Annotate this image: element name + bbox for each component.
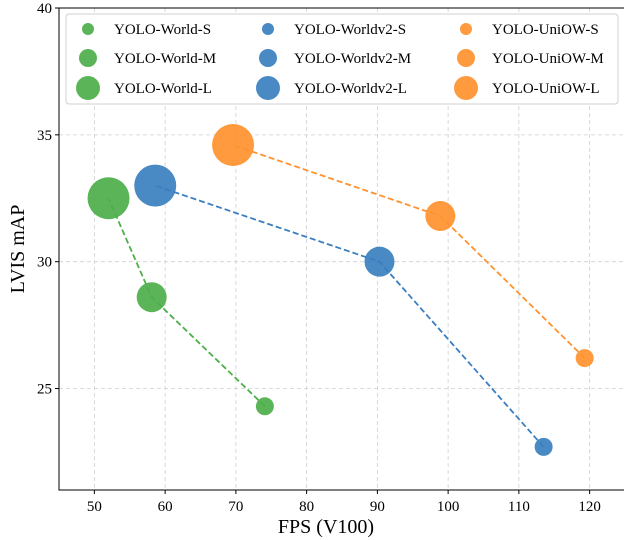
series-line <box>107 197 266 407</box>
y-axis-ticks: 25 30 35 40 <box>37 1 59 398</box>
data-point <box>212 123 255 166</box>
legend-marker <box>82 23 94 35</box>
x-tick-label: 70 <box>228 499 243 515</box>
data-point <box>134 164 177 207</box>
legend-marker <box>457 49 475 67</box>
x-tick-label: 90 <box>370 499 385 515</box>
data-point <box>534 437 553 456</box>
legend-marker <box>76 76 100 100</box>
y-axis-label: LVIS mAP <box>7 205 29 294</box>
x-tick-label: 60 <box>158 499 173 515</box>
y-tick-label: 25 <box>37 382 52 398</box>
x-tick-label: 100 <box>437 499 460 515</box>
legend-label: YOLO-UniOW-L <box>492 81 599 97</box>
legend-label: YOLO-Worldv2-L <box>294 81 407 97</box>
data-point <box>364 246 395 277</box>
x-tick-label: 120 <box>578 499 601 515</box>
x-tick-label: 50 <box>87 499 102 515</box>
data-point <box>255 397 274 416</box>
legend-box <box>65 13 619 105</box>
data-point <box>87 177 130 220</box>
legend-marker <box>262 23 274 35</box>
legend-label: YOLO-World-S <box>114 22 211 38</box>
x-tick-label: 80 <box>299 499 314 515</box>
legend-label: YOLO-World-L <box>114 81 212 97</box>
series-line <box>154 184 545 448</box>
data-point <box>575 349 594 368</box>
legend-marker <box>454 76 478 100</box>
legend-label: YOLO-UniOW-S <box>492 22 599 38</box>
legend-label: YOLO-Worldv2-S <box>294 22 406 38</box>
y-tick-label: 35 <box>37 128 52 144</box>
legend-marker <box>259 49 277 67</box>
data-point <box>425 201 456 232</box>
series-connectors <box>107 144 586 448</box>
legend-marker <box>79 49 97 67</box>
x-axis-ticks: 50 60 70 80 90 100 110 120 <box>87 490 601 515</box>
legend-label: YOLO-Worldv2-M <box>294 51 411 67</box>
legend-marker <box>256 76 280 100</box>
y-tick-label: 40 <box>37 1 52 17</box>
legend-label: YOLO-UniOW-M <box>492 51 604 67</box>
plot-frame <box>58 7 624 491</box>
data-points <box>87 123 594 456</box>
y-tick-label: 30 <box>37 255 52 271</box>
series-line <box>232 144 586 359</box>
data-point <box>136 282 167 313</box>
x-axis-label: FPS (V100) <box>278 516 374 538</box>
legend-label: YOLO-World-M <box>114 51 216 67</box>
x-tick-label: 110 <box>508 499 530 515</box>
legend-marker <box>460 23 472 35</box>
legend: YOLO-World-S YOLO-World-M YOLO-World-L YOLO… <box>65 13 619 105</box>
